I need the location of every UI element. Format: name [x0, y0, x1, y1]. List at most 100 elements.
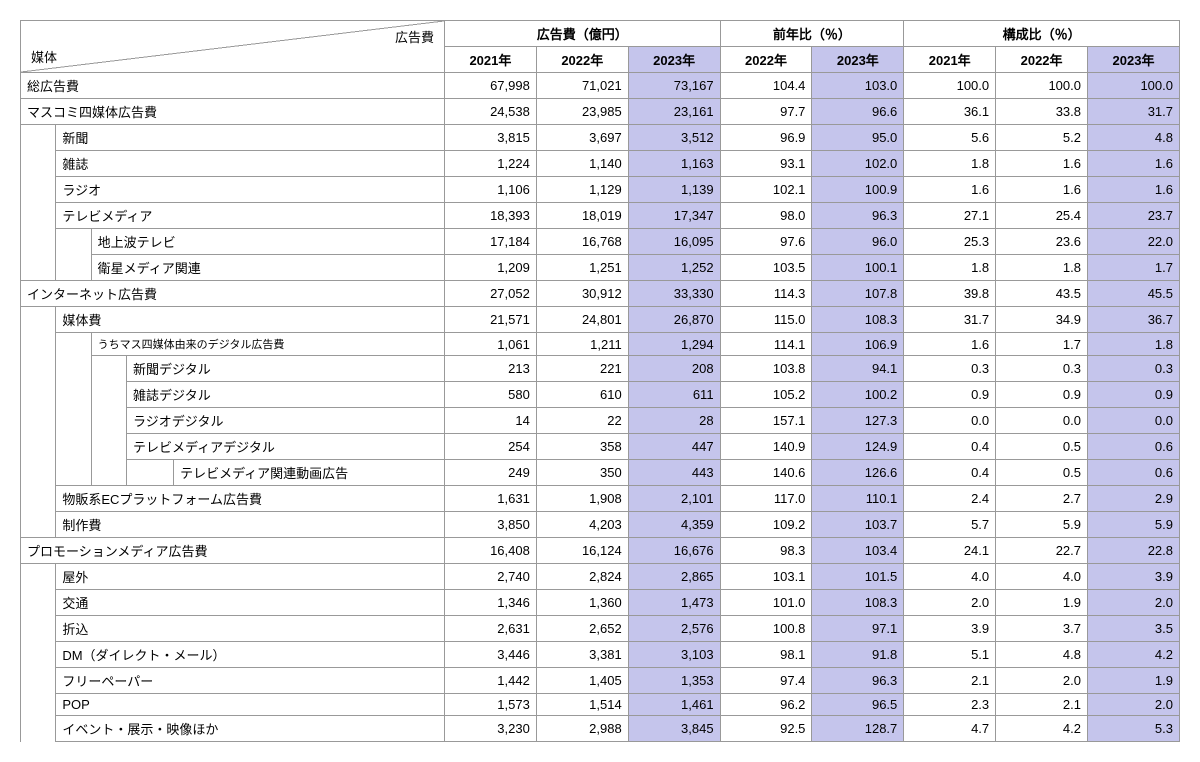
cell-value: 2.0: [904, 590, 996, 616]
table-row: 新聞デジタル213221208103.894.10.30.30.3: [21, 356, 1180, 382]
year-header: 2023年: [1088, 47, 1180, 73]
cell-value: 26,870: [628, 307, 720, 333]
cell-value: 100.1: [812, 255, 904, 281]
cell-value: 2,740: [444, 564, 536, 590]
cell-value: 101.0: [720, 590, 812, 616]
cell-value: 34.9: [996, 307, 1088, 333]
cell-value: 1,405: [536, 668, 628, 694]
cell-value: 4.0: [904, 564, 996, 590]
cell-value: 126.6: [812, 460, 904, 486]
row-label: イベント・展示・映像ほか: [56, 716, 445, 742]
cell-value: 0.4: [904, 460, 996, 486]
cell-value: 24.1: [904, 538, 996, 564]
table-row: ラジオデジタル142228157.1127.30.00.00.0: [21, 408, 1180, 434]
cell-value: 97.7: [720, 99, 812, 125]
cell-value: 254: [444, 434, 536, 460]
cell-value: 580: [444, 382, 536, 408]
year-header: 2022年: [996, 47, 1088, 73]
cell-value: 3.7: [996, 616, 1088, 642]
cell-value: 23.6: [996, 229, 1088, 255]
cell-value: 3.9: [904, 616, 996, 642]
cell-value: 24,538: [444, 99, 536, 125]
cell-value: 1.6: [996, 177, 1088, 203]
cell-value: 17,347: [628, 203, 720, 229]
cell-value: 2,101: [628, 486, 720, 512]
cell-value: 16,124: [536, 538, 628, 564]
cell-value: 103.4: [812, 538, 904, 564]
corner-top-label: 広告費: [395, 27, 434, 46]
cell-value: 67,998: [444, 73, 536, 99]
row-label: 交通: [56, 590, 445, 616]
row-label: インターネット広告費: [21, 281, 445, 307]
cell-value: 127.3: [812, 408, 904, 434]
cell-value: 1.7: [996, 333, 1088, 356]
cell-value: 0.0: [996, 408, 1088, 434]
cell-value: 98.0: [720, 203, 812, 229]
cell-value: 96.5: [812, 694, 904, 716]
cell-value: 23.7: [1088, 203, 1180, 229]
cell-value: 100.0: [1088, 73, 1180, 99]
cell-value: 22.7: [996, 538, 1088, 564]
row-label: 総広告費: [21, 73, 445, 99]
cell-value: 96.3: [812, 203, 904, 229]
cell-value: 103.1: [720, 564, 812, 590]
cell-value: 1,294: [628, 333, 720, 356]
table-header: 広告費 媒体 広告費（億円） 前年比（％） 構成比（％） 2021年2022年2…: [21, 21, 1180, 73]
year-header: 2023年: [812, 47, 904, 73]
row-label: テレビメディア関連動画広告: [174, 460, 445, 486]
table-row: テレビメディア関連動画広告249350443140.6126.60.40.50.…: [21, 460, 1180, 486]
cell-value: 100.8: [720, 616, 812, 642]
cell-value: 3,446: [444, 642, 536, 668]
table-row: 総広告費67,99871,02173,167104.4103.0100.0100…: [21, 73, 1180, 99]
cell-value: 1,461: [628, 694, 720, 716]
row-label: ラジオ: [56, 177, 445, 203]
cell-value: 0.9: [996, 382, 1088, 408]
table-row: マスコミ四媒体広告費24,53823,98523,16197.796.636.1…: [21, 99, 1180, 125]
cell-value: 2.0: [996, 668, 1088, 694]
table-row: 物販系ECプラットフォーム広告費1,6311,9082,101117.0110.…: [21, 486, 1180, 512]
cell-value: 96.2: [720, 694, 812, 716]
cell-value: 106.9: [812, 333, 904, 356]
cell-value: 16,768: [536, 229, 628, 255]
cell-value: 1,129: [536, 177, 628, 203]
cell-value: 25.4: [996, 203, 1088, 229]
cell-value: 105.2: [720, 382, 812, 408]
cell-value: 1.8: [904, 151, 996, 177]
cell-value: 5.3: [1088, 716, 1180, 742]
cell-value: 1,573: [444, 694, 536, 716]
row-label: うちマス四媒体由来のデジタル広告費: [91, 333, 444, 356]
cell-value: 73,167: [628, 73, 720, 99]
table-body: 総広告費67,99871,02173,167104.4103.0100.0100…: [21, 73, 1180, 742]
row-label: DM（ダイレクト・メール）: [56, 642, 445, 668]
cell-value: 16,676: [628, 538, 720, 564]
cell-value: 1.9: [1088, 668, 1180, 694]
cell-value: 1,211: [536, 333, 628, 356]
year-header: 2022年: [536, 47, 628, 73]
cell-value: 3,230: [444, 716, 536, 742]
cell-value: 25.3: [904, 229, 996, 255]
cell-value: 96.6: [812, 99, 904, 125]
cell-value: 358: [536, 434, 628, 460]
cell-value: 21,571: [444, 307, 536, 333]
cell-value: 31.7: [904, 307, 996, 333]
cell-value: 1.6: [1088, 177, 1180, 203]
cell-value: 100.0: [996, 73, 1088, 99]
table-row: うちマス四媒体由来のデジタル広告費1,0611,2111,294114.1106…: [21, 333, 1180, 356]
cell-value: 3.9: [1088, 564, 1180, 590]
cell-value: 45.5: [1088, 281, 1180, 307]
table-row: 地上波テレビ17,18416,76816,09597.696.025.323.6…: [21, 229, 1180, 255]
table-row: ラジオ1,1061,1291,139102.1100.91.61.61.6: [21, 177, 1180, 203]
table-row: 屋外2,7402,8242,865103.1101.54.04.03.9: [21, 564, 1180, 590]
table-row: 新聞3,8153,6973,51296.995.05.65.24.8: [21, 125, 1180, 151]
table-row: 媒体費21,57124,80126,870115.0108.331.734.93…: [21, 307, 1180, 333]
row-label: 地上波テレビ: [91, 229, 444, 255]
year-header: 2021年: [904, 47, 996, 73]
cell-value: 22.8: [1088, 538, 1180, 564]
year-header: 2021年: [444, 47, 536, 73]
cell-value: 103.8: [720, 356, 812, 382]
cell-value: 33.8: [996, 99, 1088, 125]
cell-value: 114.3: [720, 281, 812, 307]
cell-value: 208: [628, 356, 720, 382]
cell-value: 611: [628, 382, 720, 408]
cell-value: 249: [444, 460, 536, 486]
